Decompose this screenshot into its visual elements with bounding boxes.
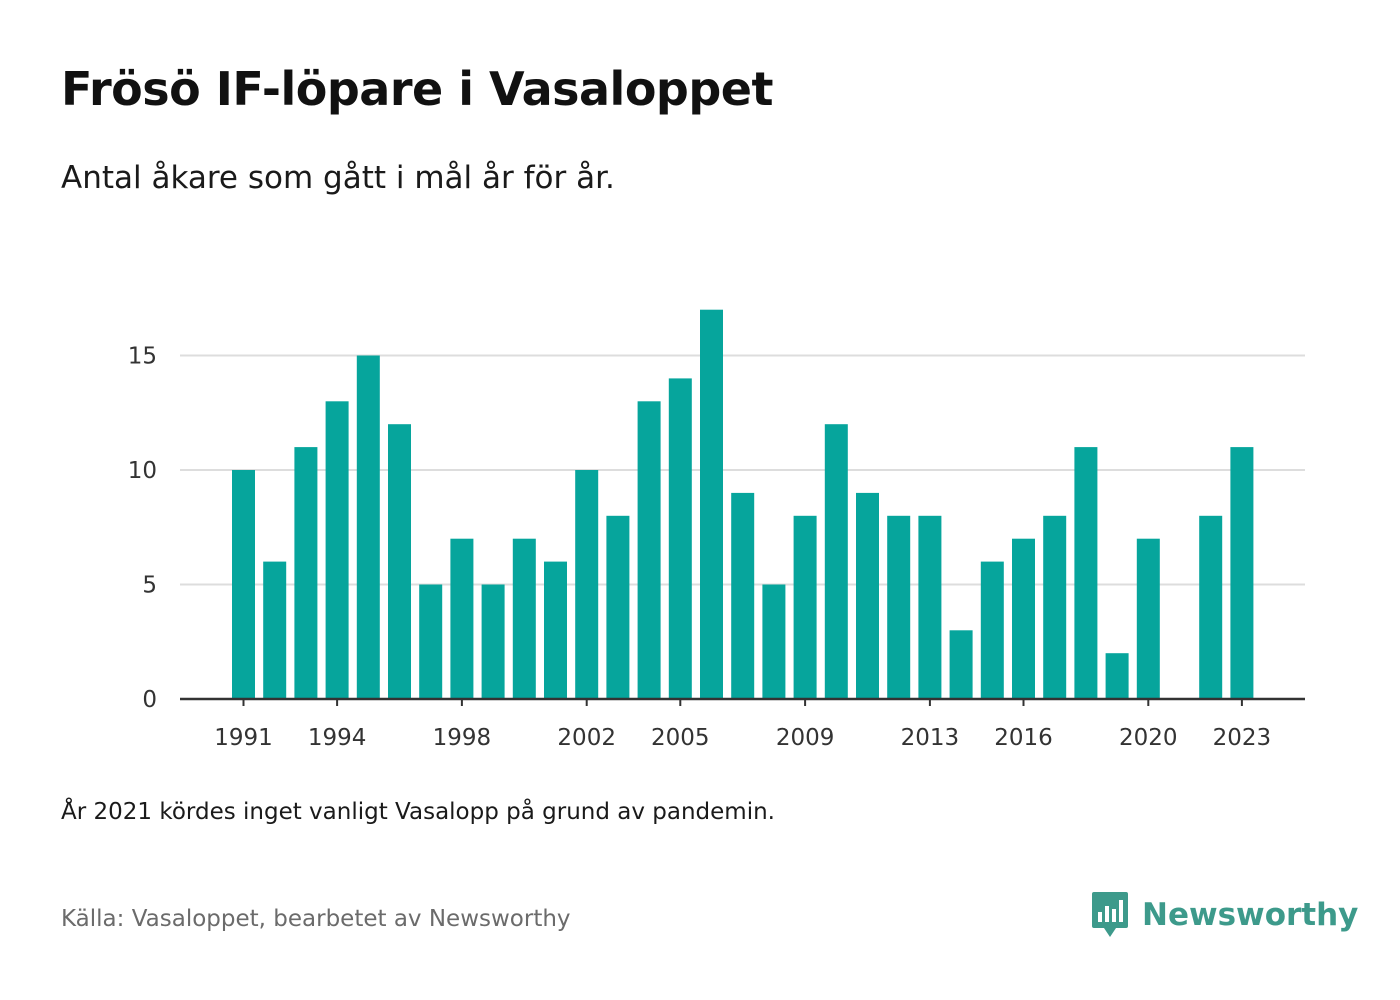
bar-2018 — [1074, 447, 1098, 699]
bar-1996 — [388, 424, 411, 699]
y-tick-label: 0 — [142, 687, 157, 713]
x-tick-label: 1998 — [433, 725, 492, 751]
chart-subtitle: Antal åkare som gått i mål år för år. — [61, 160, 615, 196]
bar-1994 — [325, 401, 349, 699]
y-tick-label: 5 — [142, 573, 157, 599]
bar-2004 — [637, 401, 661, 699]
bar-2009 — [793, 515, 817, 699]
x-tick-label: 2009 — [776, 725, 835, 751]
bar-1995 — [356, 355, 380, 699]
bar-2016 — [1012, 538, 1035, 699]
x-tick-label: 2013 — [901, 725, 960, 751]
bar-1999 — [481, 584, 505, 699]
bar-2013 — [918, 515, 942, 699]
x-tick-label: 2023 — [1213, 725, 1272, 751]
bar-2011 — [856, 492, 879, 699]
bar-2015 — [980, 561, 1004, 699]
bar-2020 — [1136, 538, 1160, 699]
bar-2023 — [1230, 447, 1254, 699]
chart-title: Frösö IF-löpare i Vasaloppet — [61, 62, 773, 116]
bar-2007 — [731, 492, 755, 699]
bar-2005 — [668, 378, 692, 699]
bar-2000 — [512, 538, 536, 699]
bar-2017 — [1043, 515, 1067, 699]
newsworthy-logo: Newsworthy — [1090, 890, 1358, 940]
bar-2001 — [544, 561, 567, 699]
bar-2008 — [762, 584, 786, 699]
bar-1993 — [294, 447, 318, 699]
x-tick-label: 2020 — [1119, 725, 1178, 751]
y-tick-label: 15 — [128, 344, 157, 370]
x-axis — [180, 697, 1305, 706]
x-tick-label: 2002 — [557, 725, 616, 751]
bar-2006 — [700, 309, 723, 699]
bar-2019 — [1105, 653, 1129, 699]
bar-2003 — [606, 515, 630, 699]
x-tick-label: 2016 — [994, 725, 1053, 751]
brand-name: Newsworthy — [1142, 897, 1359, 933]
newsworthy-bar-chart-badge-icon — [1092, 892, 1128, 937]
source-credit: Källa: Vasaloppet, bearbetet av Newswort… — [61, 906, 571, 932]
bar-2002 — [575, 470, 599, 699]
x-tick-label: 1991 — [214, 725, 273, 751]
x-axis-tick-labels: 1991 1994 1998 2002 2005 2009 2013 2016 2020 2023 — [214, 725, 1271, 751]
x-tick-label: 1994 — [308, 725, 367, 751]
bars — [232, 309, 1254, 699]
bar-2022 — [1199, 515, 1223, 699]
bar-2010 — [824, 424, 848, 699]
y-axis-tick-labels: 0 5 10 15 — [128, 344, 157, 714]
x-tick-label: 2005 — [651, 725, 710, 751]
bar-1992 — [263, 561, 287, 699]
y-tick-label: 10 — [128, 458, 157, 484]
bar-2012 — [887, 515, 911, 699]
bar-1998 — [450, 538, 474, 699]
bar-1991 — [232, 470, 255, 699]
bar-1997 — [419, 584, 443, 699]
bar-2014 — [949, 630, 973, 699]
chart-note: År 2021 kördes inget vanligt Vasalopp på… — [61, 799, 775, 825]
